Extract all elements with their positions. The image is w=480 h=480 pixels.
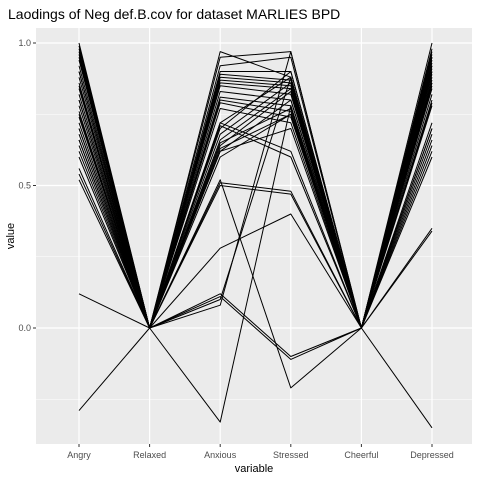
y-tick-label: 0.5 bbox=[18, 181, 31, 191]
y-axis-title: value bbox=[5, 223, 17, 249]
y-axis: 0.0 0.5 1.0 bbox=[18, 38, 36, 333]
chart-title: Laodings of Neg def.B.cov for dataset MA… bbox=[8, 6, 340, 22]
x-tick-label: Angry bbox=[67, 450, 91, 460]
x-axis: Angry Relaxed Anxious Stressed Cheerful Depre… bbox=[67, 444, 454, 460]
series-line-35 bbox=[78, 108, 433, 329]
x-tick-label: Cheerful bbox=[344, 450, 378, 460]
series-line-33 bbox=[78, 76, 433, 429]
x-tick-label: Relaxed bbox=[133, 450, 166, 460]
x-tick-label: Stressed bbox=[273, 450, 309, 460]
series-line-32 bbox=[78, 57, 433, 389]
y-tick-label: 1.0 bbox=[18, 38, 31, 48]
series-line-27 bbox=[78, 179, 433, 360]
plot-panel bbox=[36, 28, 472, 444]
x-axis-title: variable bbox=[235, 463, 274, 475]
x-tick-label: Depressed bbox=[410, 450, 454, 460]
y-tick-label: 0.0 bbox=[18, 323, 31, 333]
series-lines bbox=[78, 42, 433, 429]
series-line-31 bbox=[78, 82, 433, 329]
x-tick-label: Anxious bbox=[204, 450, 237, 460]
